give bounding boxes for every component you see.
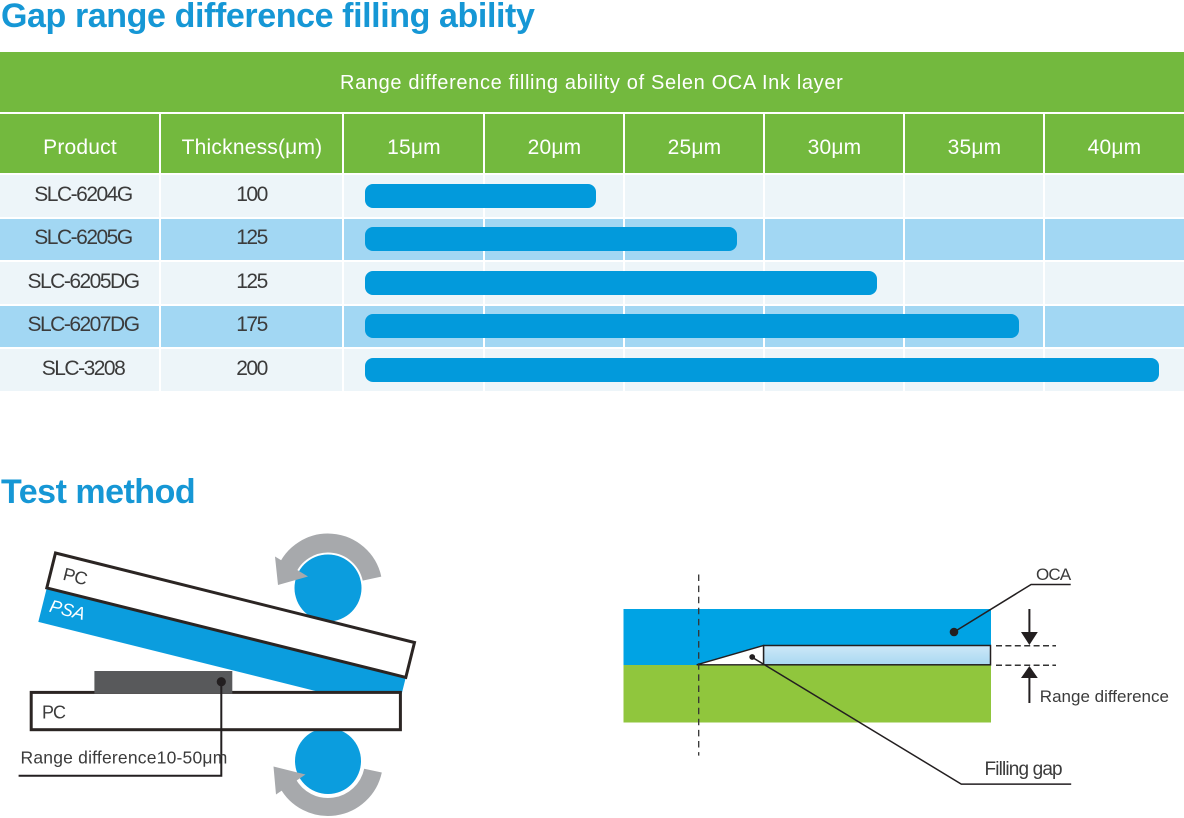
svg-text:OCA: OCA xyxy=(1036,565,1072,584)
svg-text:Range difference: Range difference xyxy=(1040,687,1169,706)
svg-text:PC: PC xyxy=(42,703,66,723)
svg-text:Range difference10-50μm: Range difference10-50μm xyxy=(21,748,228,768)
svg-text:Filling gap: Filling gap xyxy=(985,759,1063,780)
